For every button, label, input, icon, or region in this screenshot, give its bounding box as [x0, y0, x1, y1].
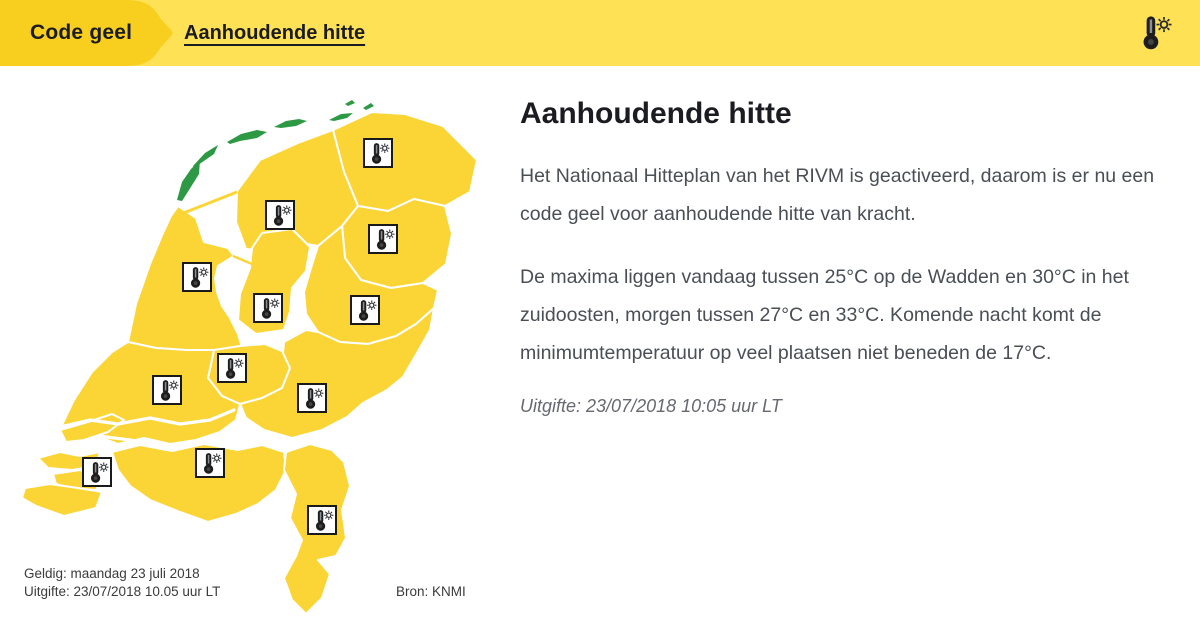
warning-article: Aanhoudende hitte Het Nationaal Hittepla… — [520, 96, 1188, 417]
page-title: Aanhoudende hitte — [520, 97, 792, 130]
houtribdijk — [232, 254, 253, 266]
code-level-label: Code geel — [30, 21, 133, 44]
warning-banner: Code geel Aanhoudende hitte — [0, 0, 1200, 66]
map-issued-label: Uitgifte: 23/07/2018 10.05 uur LT — [24, 583, 221, 599]
article-paragraph-1: Het Nationaal Hitteplan van het RIVM is … — [520, 165, 1155, 225]
banner-code-shape — [0, 0, 173, 66]
province-noord-holland — [127, 205, 243, 351]
province-limburg — [283, 443, 351, 615]
wadden-island-texel — [177, 160, 200, 201]
wadden-island-ameland — [274, 119, 307, 128]
issued-timestamp: Uitgifte: 23/07/2018 10:05 uur LT — [520, 396, 782, 416]
netherlands-warning-map — [21, 100, 478, 615]
province-zeeland — [21, 483, 103, 517]
wadden-island-rottum — [345, 100, 355, 106]
article-paragraph-2: De maxima liggen vandaag tussen 25°C op … — [520, 266, 1129, 364]
afsluitdijk — [180, 190, 238, 216]
province-zeeland — [37, 451, 101, 471]
province-drenthe — [341, 198, 453, 289]
province-gelderland — [239, 307, 435, 439]
river-lines — [62, 408, 236, 428]
thermometer-sun-icon — [1143, 16, 1172, 50]
river-lines — [96, 434, 200, 448]
map-source-label: Bron: KNMI — [396, 584, 466, 599]
wadden-island-vlieland — [193, 145, 218, 168]
map-legend: Geldig: maandag 23 juli 2018 Uitgifte: 2… — [24, 565, 220, 600]
province-noord-brabant — [111, 443, 287, 523]
wadden-island-rottum — [363, 103, 374, 110]
map-valid-label: Geldig: maandag 23 juli 2018 — [24, 566, 200, 581]
wadden-island-terschelling — [227, 130, 267, 144]
wadden-island-schiermonnikoog — [329, 113, 353, 121]
warning-title-link[interactable]: Aanhoudende hitte — [184, 21, 366, 44]
